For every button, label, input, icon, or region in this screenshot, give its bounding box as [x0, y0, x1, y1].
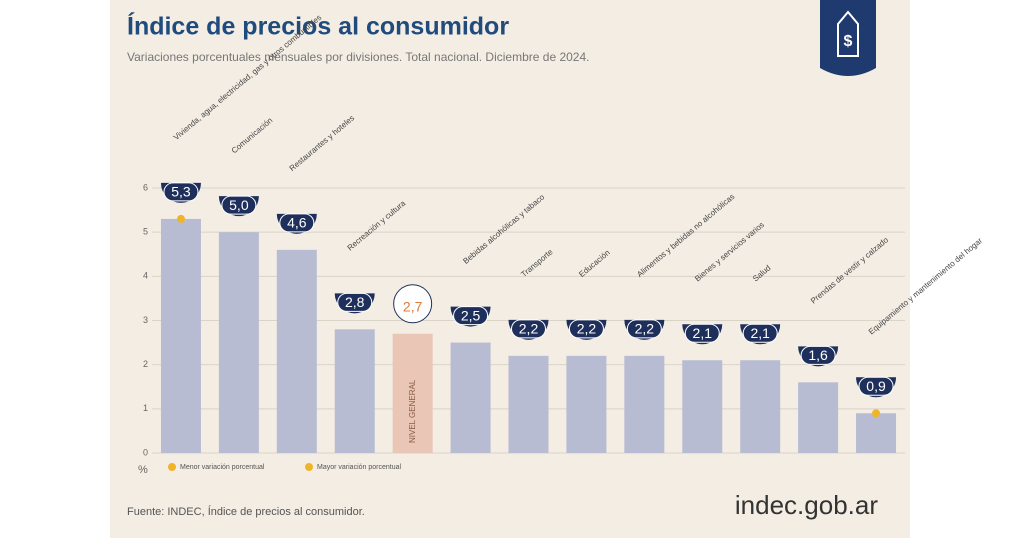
- value-label: 2,2: [519, 321, 539, 337]
- logo-badge: $: [820, 0, 876, 76]
- legend-entry: Menor variación porcentual: [180, 464, 265, 471]
- value-label: 5,3: [171, 184, 191, 200]
- y-axis-label: %: [138, 464, 148, 476]
- brand: indec.gob.ar: [735, 490, 878, 520]
- bar: [798, 382, 839, 453]
- bar: [566, 355, 607, 453]
- y-tick-label: 1: [143, 403, 148, 413]
- legend-entry: Mayor variación porcentual: [317, 464, 401, 471]
- bar: [682, 360, 723, 453]
- value-pill: [163, 182, 199, 202]
- value-badge: [393, 284, 433, 324]
- value-pill: [684, 323, 720, 343]
- bar: [392, 333, 433, 453]
- value-label: 0,9: [866, 378, 886, 394]
- value-label: 2,2: [635, 321, 655, 337]
- bar: [508, 355, 549, 453]
- source: Fuente: INDEC, Índice de precios al cons…: [127, 505, 365, 518]
- value-pill: [453, 306, 489, 326]
- bar: [740, 360, 781, 453]
- bar: [276, 249, 317, 453]
- bar: [160, 218, 201, 453]
- value-label: 4,6: [287, 215, 307, 231]
- highlight-dot: [176, 214, 185, 223]
- value-pill: [279, 213, 315, 233]
- value-pill: [337, 292, 373, 312]
- bar: [334, 329, 375, 453]
- legend-dot: [305, 463, 313, 471]
- value-pill: [511, 319, 546, 339]
- value-label: 2,1: [750, 325, 770, 341]
- value-label: 5,0: [229, 197, 249, 213]
- bar: [218, 232, 259, 453]
- value-label: 2,5: [461, 307, 481, 323]
- x-tick-label: NIVEL GENERAL: [408, 379, 417, 443]
- legend-dot: [168, 463, 176, 471]
- y-tick-label: 3: [143, 315, 148, 325]
- y-tick-label: 6: [143, 182, 148, 192]
- value-label: 1,6: [808, 347, 828, 363]
- chart-subtitle: Variaciones porcentuales mensuales por d…: [127, 50, 590, 64]
- value-pill: [568, 319, 604, 339]
- value-pill: [626, 319, 662, 339]
- y-tick-label: 2: [143, 359, 148, 369]
- value-pill: [858, 376, 894, 396]
- bar: [450, 342, 491, 453]
- value-label: 2,7: [403, 298, 423, 314]
- highlight-dot: [872, 409, 881, 418]
- value-label: 2,8: [345, 294, 365, 310]
- y-tick-label: 0: [143, 447, 148, 457]
- svg-text:$: $: [844, 33, 853, 50]
- chart-title: Índice de precios al consumidor: [127, 12, 509, 41]
- y-tick-label: 5: [143, 227, 148, 237]
- value-label: 2,1: [693, 325, 713, 341]
- value-pill: [742, 323, 778, 343]
- bar: [856, 413, 897, 453]
- value-pill: [800, 345, 836, 365]
- value-label: 2,2: [577, 321, 597, 337]
- bar: [624, 355, 665, 453]
- value-pill: [221, 195, 257, 215]
- y-tick-label: 4: [143, 271, 148, 281]
